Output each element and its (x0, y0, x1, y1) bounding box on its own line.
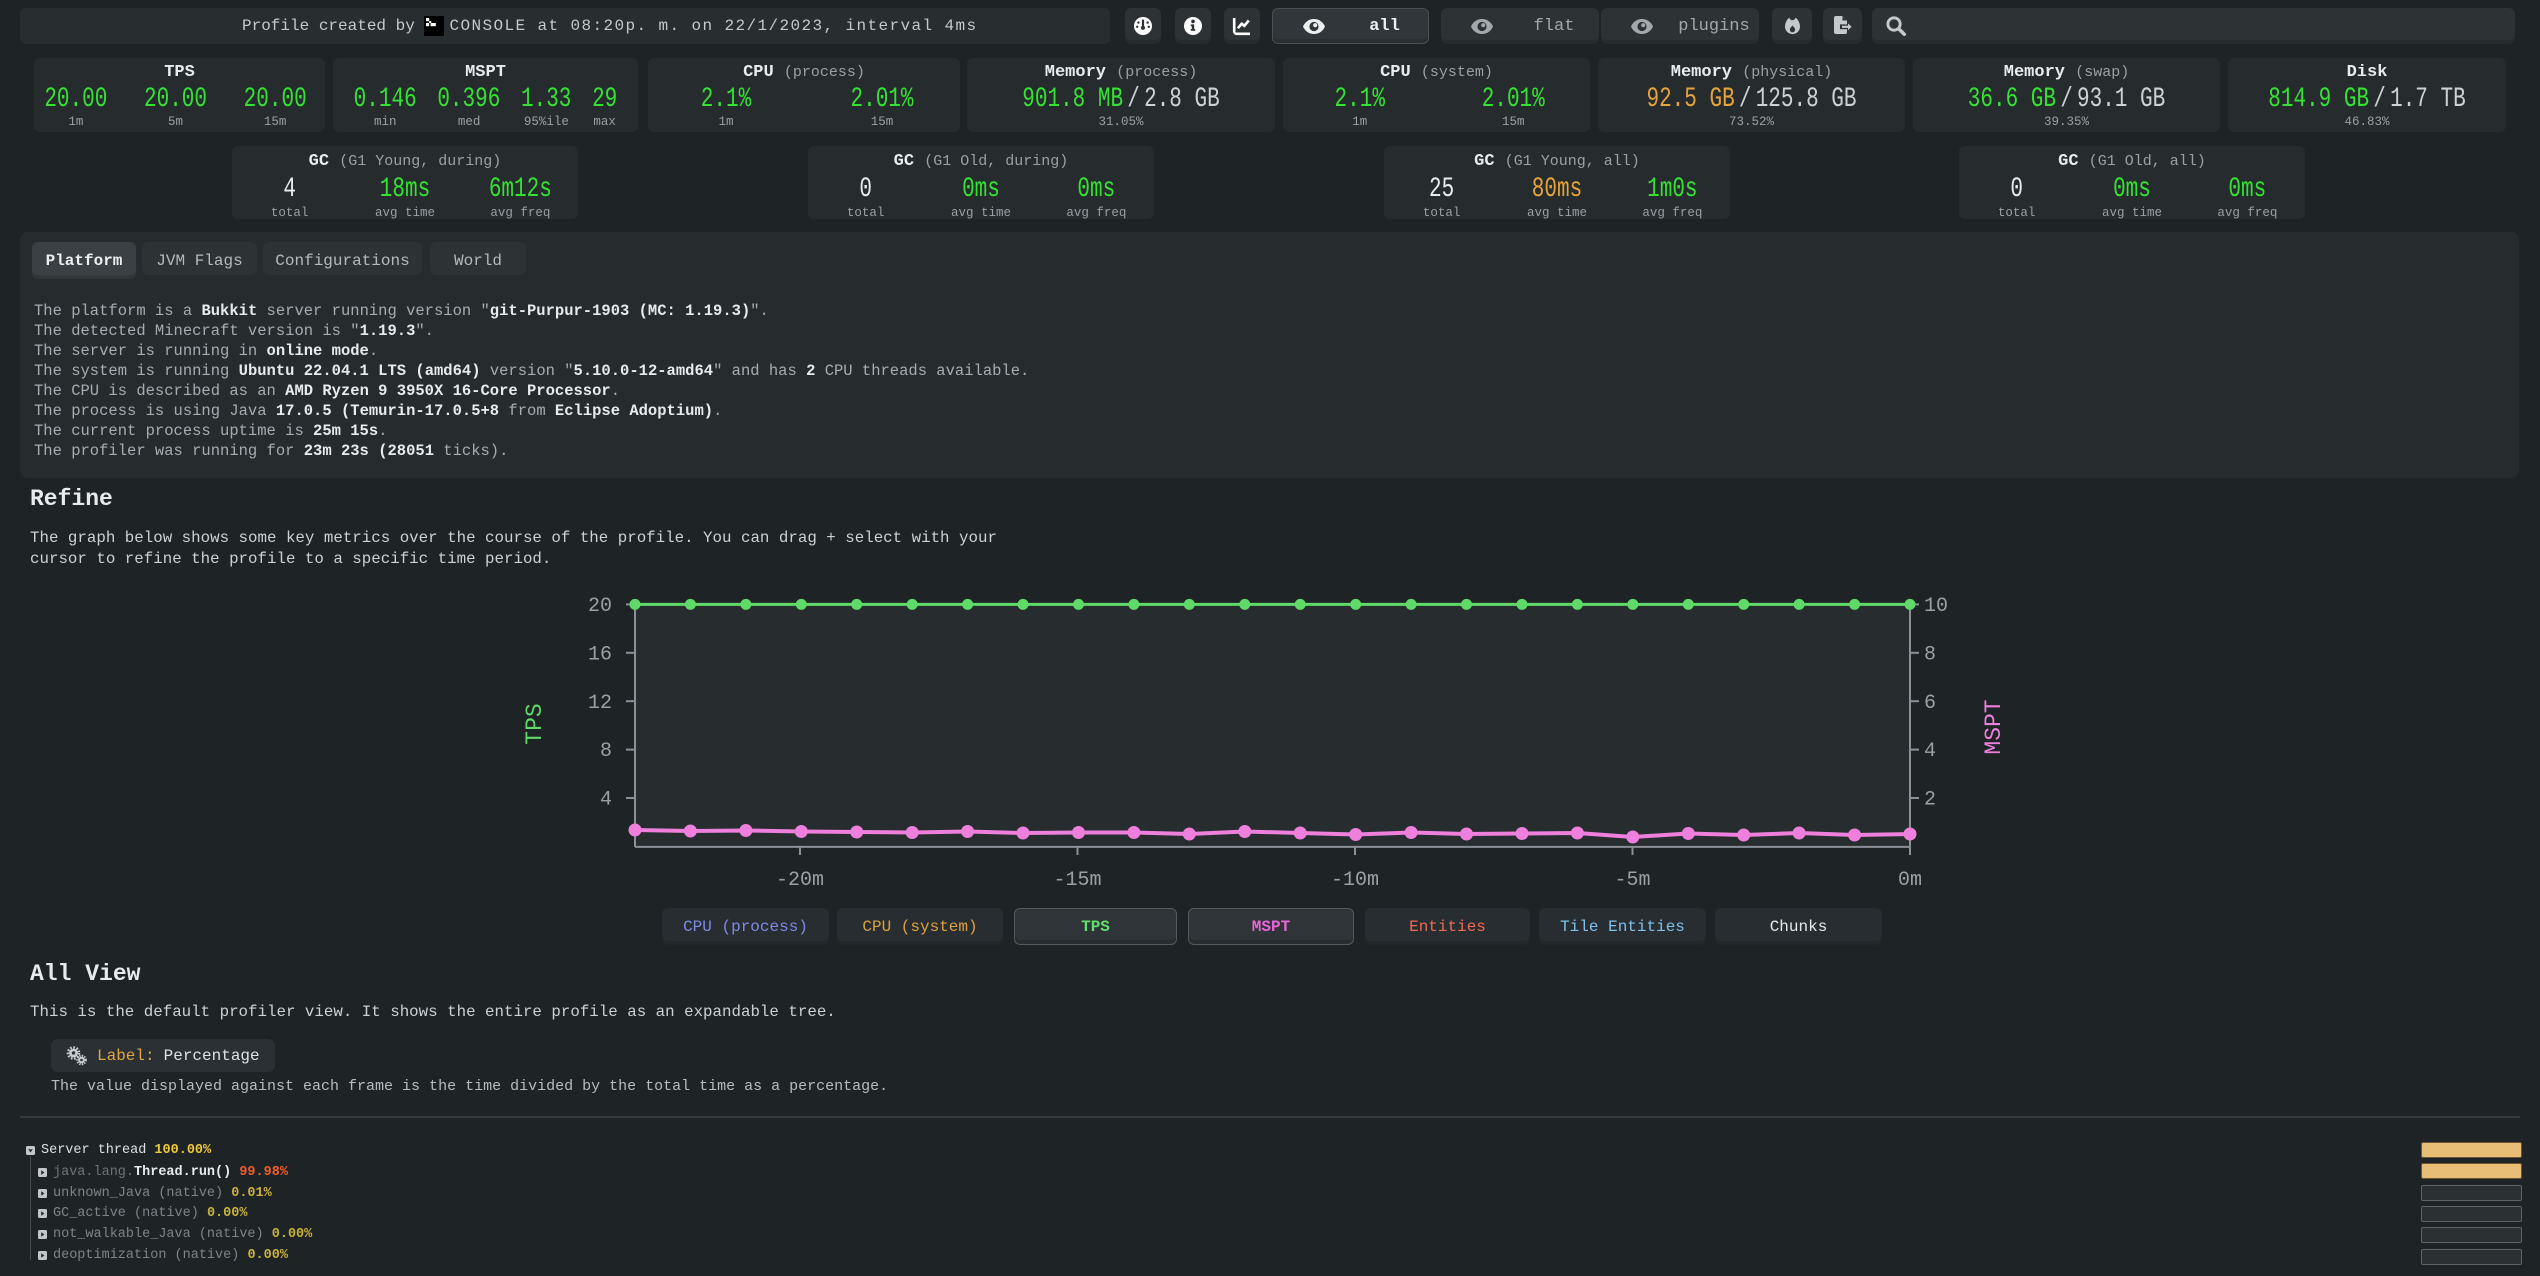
svg-text:4: 4 (1924, 740, 1936, 763)
svg-text:20: 20 (588, 595, 612, 618)
svg-text:MSPT: MSPT (1981, 699, 2007, 754)
svg-text:-10m: -10m (1331, 869, 1379, 892)
svg-text:-20m: -20m (776, 869, 824, 892)
svg-text:6: 6 (1924, 692, 1936, 715)
svg-text:10: 10 (1924, 595, 1948, 618)
svg-text:2: 2 (1924, 789, 1936, 812)
svg-text:4: 4 (600, 789, 612, 812)
svg-text:8: 8 (600, 740, 612, 763)
svg-text:-5m: -5m (1614, 869, 1650, 892)
svg-text:TPS: TPS (522, 703, 548, 744)
svg-text:16: 16 (588, 643, 612, 666)
svg-text:8: 8 (1924, 643, 1936, 666)
svg-text:12: 12 (588, 692, 612, 715)
svg-text:0m: 0m (1898, 869, 1922, 892)
svg-text:-15m: -15m (1053, 869, 1101, 892)
